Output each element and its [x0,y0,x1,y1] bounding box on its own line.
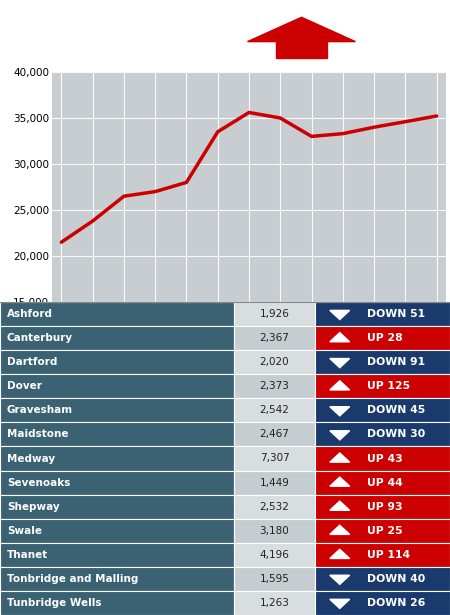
Bar [0,543,234,567]
Text: 1,926: 1,926 [260,309,289,319]
Text: 189: 189 [369,50,413,70]
Text: Ashford: Ashford [7,309,53,319]
Text: UP 44: UP 44 [367,478,402,488]
Bar [0,446,234,470]
Bar [0,518,234,543]
Bar [234,470,315,494]
Bar [234,350,315,375]
Bar [315,375,450,399]
Text: 7,307: 7,307 [260,453,289,464]
Bar [0,494,234,518]
Polygon shape [330,333,350,342]
Text: UP: UP [369,18,401,38]
Bar [315,399,450,423]
Text: DOWN 26: DOWN 26 [367,598,425,608]
Text: NOVEMBER 2009: 35,217: NOVEMBER 2009: 35,217 [14,43,220,58]
Polygon shape [330,311,350,320]
Bar [234,446,315,470]
Text: UP 25: UP 25 [367,526,402,536]
Polygon shape [330,430,350,440]
Bar [234,518,315,543]
Bar [0,423,234,446]
Text: Shepway: Shepway [7,502,59,512]
Text: 1,595: 1,595 [260,574,289,584]
Bar [0,591,234,615]
Bar [0,326,234,350]
Text: Tonbridge and Malling: Tonbridge and Malling [7,574,138,584]
Text: UP 125: UP 125 [367,381,410,391]
Polygon shape [330,575,350,584]
Bar [234,423,315,446]
Text: UP 114: UP 114 [367,550,410,560]
Polygon shape [330,525,350,534]
Text: 2,373: 2,373 [260,381,289,391]
Text: Gravesham: Gravesham [7,405,73,415]
Bar [315,446,450,470]
Polygon shape [330,381,350,390]
Text: Swale: Swale [7,526,42,536]
Bar [315,494,450,518]
Bar [234,591,315,615]
Bar [234,326,315,350]
Text: UP 93: UP 93 [367,502,402,512]
Bar [315,423,450,446]
Text: Canterbury: Canterbury [7,333,73,343]
Text: Thanet: Thanet [7,550,48,560]
Bar [315,591,450,615]
Text: 2,367: 2,367 [260,333,289,343]
Polygon shape [248,17,356,42]
Bar [0,350,234,375]
Text: UP 28: UP 28 [367,333,402,343]
Bar [234,302,315,326]
Text: Dover: Dover [7,381,41,391]
Polygon shape [330,359,350,368]
Polygon shape [330,501,350,510]
Polygon shape [330,453,350,462]
Polygon shape [330,549,350,558]
Text: 1,263: 1,263 [260,598,289,608]
Bar [315,302,450,326]
Bar [315,350,450,375]
Bar [234,375,315,399]
Text: 2,532: 2,532 [260,502,289,512]
Bar [0,375,234,399]
Text: DOWN 30: DOWN 30 [367,429,425,440]
Text: DOWN 51: DOWN 51 [367,309,425,319]
Bar [234,567,315,591]
Bar [315,470,450,494]
Bar [315,326,450,350]
Text: UP 43: UP 43 [367,453,402,464]
Bar [0,302,234,326]
Text: 2,467: 2,467 [260,429,289,440]
Bar [315,543,450,567]
Bar [0,567,234,591]
Text: DOWN 91: DOWN 91 [367,357,425,367]
Text: DOWN 40: DOWN 40 [367,574,425,584]
Text: Sevenoaks: Sevenoaks [7,478,70,488]
Bar [315,567,450,591]
Polygon shape [330,477,350,486]
Text: 2,542: 2,542 [260,405,289,415]
Text: 1,449: 1,449 [260,478,289,488]
Text: 4,196: 4,196 [260,550,289,560]
Text: Kent/Medway unemployed: Kent/Medway unemployed [14,18,190,31]
Text: Maidstone: Maidstone [7,429,68,440]
Bar [315,518,450,543]
Text: 3,180: 3,180 [260,526,289,536]
Text: DOWN 45: DOWN 45 [367,405,425,415]
Bar [234,399,315,423]
Polygon shape [275,42,328,58]
Bar [234,543,315,567]
Bar [234,494,315,518]
Text: 2,020: 2,020 [260,357,289,367]
Polygon shape [330,407,350,416]
Bar [0,470,234,494]
Text: Dartford: Dartford [7,357,57,367]
Polygon shape [330,599,350,608]
Text: Medway: Medway [7,453,55,464]
Bar [0,399,234,423]
Text: Tunbridge Wells: Tunbridge Wells [7,598,101,608]
